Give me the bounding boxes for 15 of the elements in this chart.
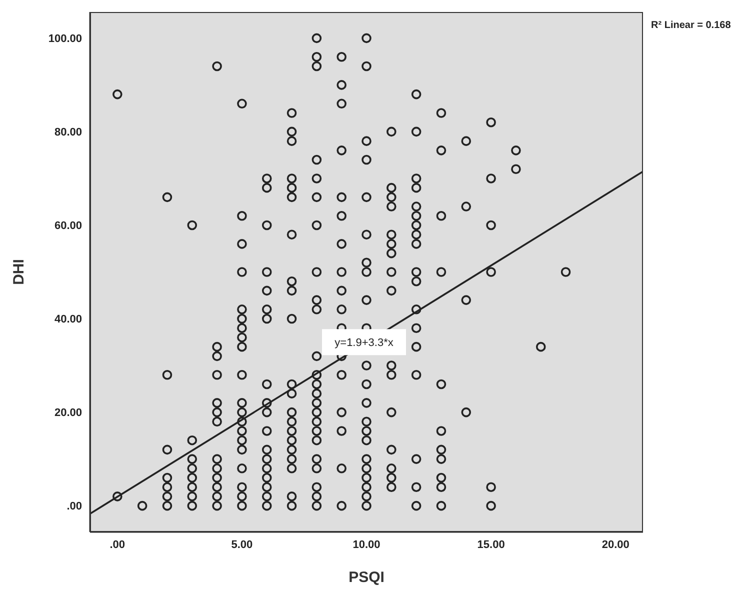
x-tick-label: 15.00 bbox=[477, 538, 505, 551]
y-tick-label: 60.00 bbox=[54, 220, 82, 232]
x-tick-label: 20.00 bbox=[602, 538, 630, 551]
x-tick-label: 10.00 bbox=[352, 538, 380, 551]
x-axis-title: PSQI bbox=[348, 569, 384, 586]
y-axis-title: DHI bbox=[10, 259, 28, 285]
x-tick-label: 5.00 bbox=[231, 538, 253, 551]
annotation: y=1.9+3.3*x bbox=[334, 337, 394, 350]
text: R² Linear = 0.168 bbox=[651, 20, 731, 31]
y-tick-label: 100.00 bbox=[48, 33, 82, 46]
y-tick-label: 80.00 bbox=[54, 126, 82, 139]
y-tick-label: .00 bbox=[66, 500, 82, 513]
x-tick-label: .00 bbox=[110, 538, 126, 551]
y-tick-label: 40.00 bbox=[54, 314, 82, 326]
y-tick-label: 20.00 bbox=[54, 407, 82, 420]
